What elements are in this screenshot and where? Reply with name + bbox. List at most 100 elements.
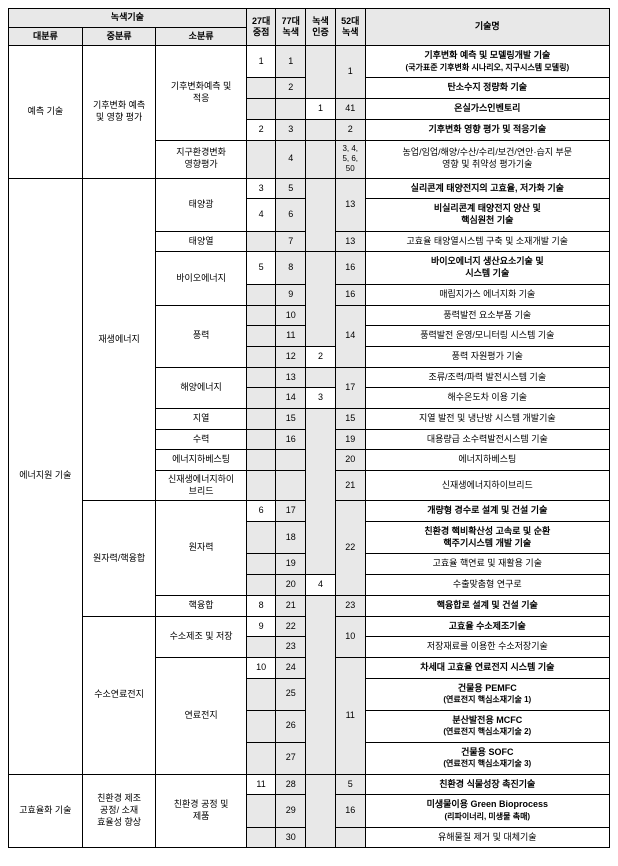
c27-cell [246, 827, 276, 848]
cat3-cell: 신재생에너지하이 브리드 [156, 471, 246, 501]
techname-cell: 친환경 핵비확산성 고속로 및 순환 핵주기시스템 개발 기술 [365, 522, 609, 554]
c77-cell: 13 [276, 367, 306, 388]
c77-cell: 21 [276, 595, 306, 616]
c27-cell [246, 367, 276, 388]
techname-cell: 신재생에너지하이브리드 [365, 471, 609, 501]
c52-cell: 16 [335, 284, 365, 305]
header-27: 27대 중점 [246, 9, 276, 46]
c52-cell: 10 [335, 616, 365, 657]
c77-cell: 7 [276, 231, 306, 252]
c52-cell: 16 [335, 252, 365, 284]
c77-cell: 9 [276, 284, 306, 305]
c52-cell: 20 [335, 450, 365, 471]
cat3-cell: 지구환경변화 영향평가 [156, 140, 246, 178]
c27-cell [246, 78, 276, 99]
c77-cell [276, 450, 306, 471]
c52-cell: 3, 4, 5, 6, 50 [335, 140, 365, 178]
techname-cell: 개량형 경수로 설계 및 건설 기술 [365, 501, 609, 522]
header-cat1: 대분류 [9, 27, 83, 46]
c77-cell: 20 [276, 575, 306, 596]
c77-cell: 4 [276, 140, 306, 178]
table-row: 예측 기술 기후변화 예측 및 영향 평가 기후변화예측 및 적응 1 1 1 … [9, 46, 610, 78]
c52-cell: 41 [335, 99, 365, 120]
c52-cell: 17 [335, 367, 365, 408]
techname-cell: 에너지하베스팅 [365, 450, 609, 471]
c27-cell [246, 554, 276, 575]
c52-cell [335, 827, 365, 848]
c27-cell: 10 [246, 657, 276, 678]
c27-cell [246, 450, 276, 471]
c77-cell: 6 [276, 199, 306, 231]
c27-cell: 2 [246, 119, 276, 140]
techname-cell: 친환경 식물성장 촉진기술 [365, 774, 609, 795]
techname-cell: 고효율 수소제조기술 [365, 616, 609, 637]
techname-cell: 수출맞춤형 연구로 [365, 575, 609, 596]
c27-cell [246, 522, 276, 554]
c52-cell: 2 [335, 119, 365, 140]
c27-cell: 8 [246, 595, 276, 616]
c27-cell [246, 429, 276, 450]
c27-cell [246, 99, 276, 120]
c77-cell: 29 [276, 795, 306, 827]
c77-cell: 12 [276, 346, 306, 367]
header-52: 52대 녹색 [335, 9, 365, 46]
green-tech-table: 녹색기술 27대 중점 77대 녹색 녹색 인증 52대 녹색 기술명 대분류 … [8, 8, 610, 848]
c27-cell [246, 326, 276, 347]
techname-cell: 비실리콘계 태양전지 양산 및 핵심원천 기술 [365, 199, 609, 231]
techname-cell: 실리콘계 태양전지의 고효율, 저가화 기술 [365, 178, 609, 199]
cert-cell: 3 [306, 388, 336, 409]
cert-cell [306, 774, 336, 847]
c52-cell: 1 [335, 46, 365, 99]
cat3-cell: 지열 [156, 408, 246, 429]
c77-cell: 24 [276, 657, 306, 678]
cert-cell: 1 [306, 99, 336, 120]
cat1-cell: 에너지원 기술 [9, 178, 83, 774]
header-77: 77대 녹색 [276, 9, 306, 46]
c77-cell: 17 [276, 501, 306, 522]
c52-cell: 13 [335, 231, 365, 252]
c77-cell: 2 [276, 78, 306, 99]
c77-cell: 3 [276, 119, 306, 140]
techname-cell: 조류/조력/파력 발전시스템 기술 [365, 367, 609, 388]
techname-cell: 유해물질 제거 및 대체기술 [365, 827, 609, 848]
cat3-cell: 수소제조 및 저장 [156, 616, 246, 657]
c27-cell [246, 140, 276, 178]
c52-cell: 23 [335, 595, 365, 616]
c27-cell: 4 [246, 199, 276, 231]
c27-cell [246, 710, 276, 742]
c77-cell: 23 [276, 637, 306, 658]
c77-cell: 1 [276, 46, 306, 78]
cert-cell [306, 46, 336, 99]
c27-cell [246, 742, 276, 774]
c27-cell: 3 [246, 178, 276, 199]
c27-cell: 9 [246, 616, 276, 637]
techname-cell: 풍력 자원평가 기술 [365, 346, 609, 367]
c77-cell: 5 [276, 178, 306, 199]
techname-cell: 탄소수지 정량화 기술 [365, 78, 609, 99]
c27-cell [246, 231, 276, 252]
c52-cell: 16 [335, 795, 365, 827]
cat3-cell: 태양열 [156, 231, 246, 252]
techname-cell: 풍력발전 운영/모니터링 시스템 기술 [365, 326, 609, 347]
c27-cell [246, 795, 276, 827]
c27-cell [246, 408, 276, 429]
c52-cell: 22 [335, 501, 365, 595]
techname-cell: 대용량급 소수력발전시스템 기술 [365, 429, 609, 450]
cert-cell: 4 [306, 575, 336, 596]
cat3-cell: 원자력 [156, 501, 246, 595]
c77-cell: 14 [276, 388, 306, 409]
c77-cell [276, 99, 306, 120]
c27-cell [246, 388, 276, 409]
c77-cell: 10 [276, 305, 306, 326]
cert-cell [306, 595, 336, 774]
cat3-cell: 풍력 [156, 305, 246, 367]
header-cat3: 소분류 [156, 27, 246, 46]
techname-cell: 기후변화 예측 및 모델링개발 기술(국가표준 기후변화 시나리오, 지구시스템… [365, 46, 609, 78]
c27-cell [246, 471, 276, 501]
techname-cell: 기후변화 영향 평가 및 적응기술 [365, 119, 609, 140]
c52-cell: 11 [335, 657, 365, 774]
c77-cell: 18 [276, 522, 306, 554]
techname-cell: 풍력발전 요소부품 기술 [365, 305, 609, 326]
c27-cell [246, 637, 276, 658]
techname-cell: 건물용 SOFC(연료전지 핵심소재기술 3) [365, 742, 609, 774]
